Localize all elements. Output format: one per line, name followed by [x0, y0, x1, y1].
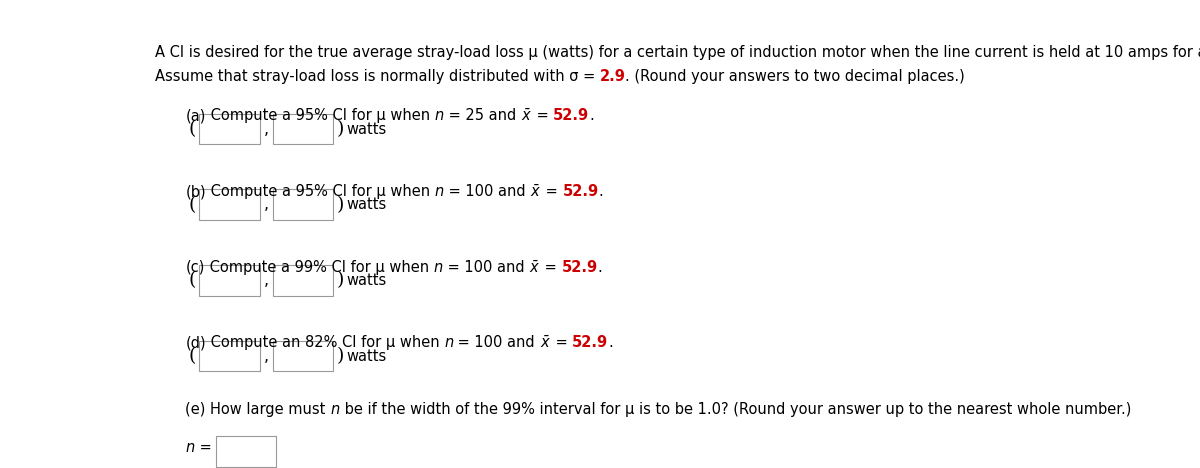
- Text: $\bar{x}$: $\bar{x}$: [529, 260, 540, 276]
- Text: be if the width of the 99% interval for μ is to be 1.0? (Round your answer up to: be if the width of the 99% interval for …: [340, 402, 1130, 417]
- Text: ,: ,: [264, 349, 269, 364]
- Text: Compute a 99% CI for μ when: Compute a 99% CI for μ when: [205, 260, 433, 275]
- Text: Assume that stray-load loss is normally distributed with σ =: Assume that stray-load loss is normally …: [155, 69, 600, 84]
- Text: . (Round your answers to two decimal places.): . (Round your answers to two decimal pla…: [625, 69, 965, 84]
- Text: =: =: [194, 440, 211, 455]
- Text: ): ): [337, 347, 344, 365]
- Text: 2.9: 2.9: [600, 69, 625, 84]
- Text: n: n: [434, 184, 444, 199]
- Text: watts: watts: [347, 122, 386, 137]
- Text: n: n: [433, 260, 443, 275]
- Text: n: n: [185, 440, 194, 455]
- Text: = 100 and: = 100 and: [454, 336, 540, 351]
- Text: .: .: [608, 336, 613, 351]
- Text: (a): (a): [185, 109, 205, 124]
- FancyBboxPatch shape: [216, 436, 276, 467]
- Text: = 25 and: = 25 and: [444, 109, 521, 124]
- Text: =: =: [551, 336, 572, 351]
- Text: =: =: [541, 184, 563, 199]
- Text: watts: watts: [347, 273, 386, 288]
- FancyBboxPatch shape: [199, 114, 259, 145]
- Text: (c): (c): [185, 260, 205, 275]
- Text: ,: ,: [264, 197, 269, 212]
- Text: .: .: [598, 260, 602, 275]
- Text: (b): (b): [185, 184, 206, 199]
- FancyBboxPatch shape: [272, 265, 334, 296]
- Text: n: n: [444, 336, 454, 351]
- Text: ): ): [337, 120, 344, 138]
- Text: $\bar{x}$: $\bar{x}$: [540, 336, 551, 351]
- Text: Compute a 95% CI for μ when: Compute a 95% CI for μ when: [205, 109, 434, 124]
- Text: watts: watts: [347, 349, 386, 364]
- Text: (: (: [188, 347, 196, 365]
- Text: A CI is desired for the true average stray-load loss μ (watts) for a certain typ: A CI is desired for the true average str…: [155, 45, 1200, 60]
- FancyBboxPatch shape: [199, 265, 259, 296]
- Text: (e) How large must: (e) How large must: [185, 402, 330, 417]
- FancyBboxPatch shape: [199, 190, 259, 220]
- Text: ,: ,: [264, 273, 269, 288]
- Text: = 100 and: = 100 and: [443, 260, 529, 275]
- Text: ): ): [337, 271, 344, 290]
- Text: (d): (d): [185, 336, 206, 351]
- Text: 52.9: 52.9: [572, 336, 608, 351]
- Text: 52.9: 52.9: [563, 184, 599, 199]
- Text: (: (: [188, 196, 196, 214]
- Text: ): ): [337, 196, 344, 214]
- Text: (: (: [188, 271, 196, 290]
- Text: n: n: [434, 109, 444, 124]
- FancyBboxPatch shape: [272, 190, 334, 220]
- Text: watts: watts: [347, 197, 386, 212]
- Text: n: n: [330, 402, 340, 417]
- Text: = 100 and: = 100 and: [444, 184, 530, 199]
- FancyBboxPatch shape: [199, 341, 259, 372]
- Text: .: .: [589, 109, 594, 124]
- Text: $\bar{x}$: $\bar{x}$: [530, 184, 541, 200]
- Text: Compute a 95% CI for μ when: Compute a 95% CI for μ when: [206, 184, 434, 199]
- Text: 52.9: 52.9: [553, 109, 589, 124]
- Text: (: (: [188, 120, 196, 138]
- Text: 52.9: 52.9: [562, 260, 598, 275]
- Text: =: =: [532, 109, 553, 124]
- Text: .: .: [599, 184, 604, 199]
- FancyBboxPatch shape: [272, 341, 334, 372]
- Text: $\bar{x}$: $\bar{x}$: [521, 109, 532, 124]
- Text: ,: ,: [264, 122, 269, 137]
- Text: =: =: [540, 260, 562, 275]
- Text: Compute an 82% CI for μ when: Compute an 82% CI for μ when: [206, 336, 444, 351]
- FancyBboxPatch shape: [272, 114, 334, 145]
